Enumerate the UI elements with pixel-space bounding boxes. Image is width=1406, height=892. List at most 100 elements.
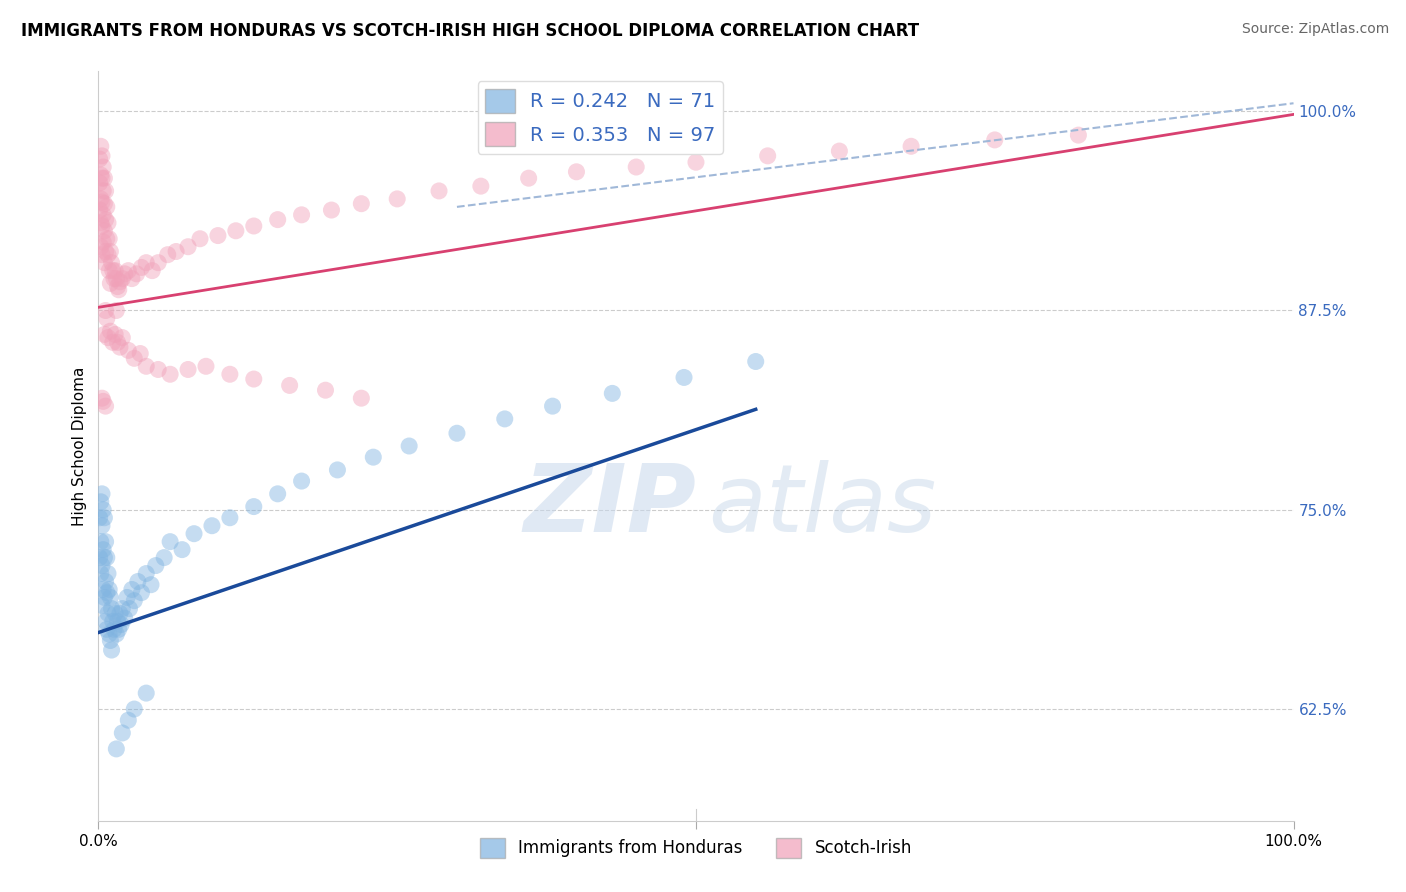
Point xyxy=(91,160,114,174)
Point xyxy=(145,558,167,573)
Point xyxy=(131,585,153,599)
Point xyxy=(89,152,111,166)
Point xyxy=(108,275,131,289)
Point xyxy=(94,574,117,589)
Point xyxy=(626,160,648,174)
Point xyxy=(159,534,181,549)
Point xyxy=(177,240,200,254)
Point xyxy=(90,495,112,509)
Point xyxy=(91,502,114,516)
Y-axis label: High School Diploma: High School Diploma xyxy=(72,367,87,525)
Point xyxy=(111,726,134,740)
Point xyxy=(225,224,247,238)
Point xyxy=(91,558,114,573)
Point xyxy=(97,607,120,621)
Point xyxy=(124,702,146,716)
Point xyxy=(94,184,117,198)
Point xyxy=(111,601,134,615)
Point xyxy=(96,623,118,637)
Point xyxy=(291,474,314,488)
Point xyxy=(90,240,112,254)
Point xyxy=(745,354,768,368)
Point xyxy=(93,224,115,238)
Point xyxy=(148,255,170,269)
Point xyxy=(105,271,128,285)
Text: atlas: atlas xyxy=(709,460,936,551)
Point xyxy=(101,263,124,277)
Point xyxy=(127,574,149,589)
Point xyxy=(148,362,170,376)
Point xyxy=(125,267,148,281)
Point xyxy=(91,195,114,210)
Point xyxy=(115,591,138,605)
Point xyxy=(93,255,115,269)
Point xyxy=(89,176,111,190)
Point xyxy=(97,330,120,344)
Point xyxy=(470,179,492,194)
Point xyxy=(156,248,179,262)
Point xyxy=(101,335,124,350)
Point xyxy=(96,550,118,565)
Point xyxy=(984,133,1007,147)
Point xyxy=(93,550,115,565)
Point xyxy=(104,263,127,277)
Point xyxy=(828,144,851,158)
Point xyxy=(91,542,114,557)
Point xyxy=(177,362,200,376)
Point xyxy=(103,271,125,285)
Point xyxy=(107,615,129,629)
Point xyxy=(93,510,115,524)
Point xyxy=(100,643,122,657)
Point xyxy=(602,386,624,401)
Point xyxy=(114,611,136,625)
Point xyxy=(108,607,131,621)
Point xyxy=(94,399,117,413)
Point xyxy=(321,202,343,217)
Text: ZIP: ZIP xyxy=(523,460,696,552)
Point xyxy=(91,219,114,233)
Point xyxy=(101,615,124,629)
Text: Source: ZipAtlas.com: Source: ZipAtlas.com xyxy=(1241,22,1389,37)
Point xyxy=(278,378,301,392)
Point xyxy=(141,263,163,277)
Point xyxy=(446,426,468,441)
Point xyxy=(107,283,129,297)
Point xyxy=(96,585,118,599)
Point xyxy=(98,324,122,338)
Point xyxy=(135,359,157,374)
Point xyxy=(124,351,146,366)
Point xyxy=(98,633,122,648)
Point xyxy=(93,327,115,342)
Point xyxy=(135,255,157,269)
Point xyxy=(90,534,112,549)
Point xyxy=(90,168,112,182)
Point xyxy=(315,383,337,397)
Point xyxy=(94,244,117,259)
Point xyxy=(105,742,128,756)
Point xyxy=(398,439,420,453)
Point xyxy=(153,550,176,565)
Point xyxy=(98,244,122,259)
Point xyxy=(243,372,266,386)
Point xyxy=(96,311,118,326)
Point xyxy=(100,601,122,615)
Point xyxy=(131,260,153,275)
Point xyxy=(107,279,129,293)
Point xyxy=(517,171,540,186)
Point xyxy=(673,370,696,384)
Point xyxy=(565,165,588,179)
Point xyxy=(107,335,129,350)
Point xyxy=(1067,128,1090,142)
Point xyxy=(326,463,349,477)
Legend: Immigrants from Honduras, Scotch-Irish: Immigrants from Honduras, Scotch-Irish xyxy=(474,831,918,864)
Point xyxy=(94,212,117,227)
Point xyxy=(89,550,111,565)
Point xyxy=(243,219,266,233)
Point xyxy=(219,510,242,524)
Point xyxy=(350,391,373,405)
Point xyxy=(94,534,117,549)
Point xyxy=(207,228,229,243)
Point xyxy=(90,566,112,581)
Point xyxy=(117,713,139,727)
Point xyxy=(118,601,141,615)
